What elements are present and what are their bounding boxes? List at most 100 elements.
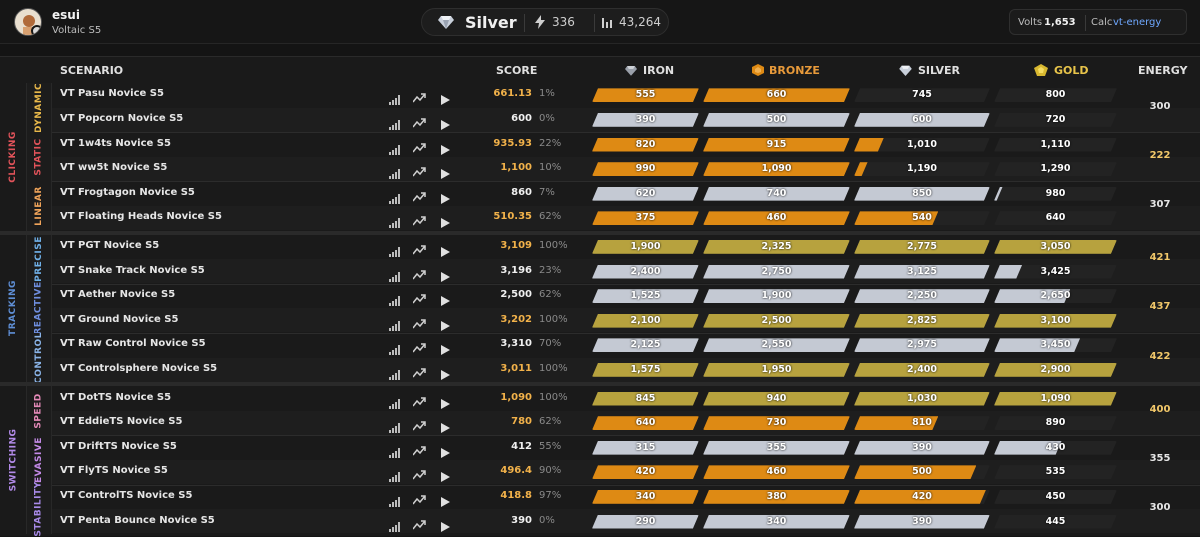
- play-icon[interactable]: [441, 140, 450, 159]
- threshold-value: 555: [635, 89, 656, 101]
- leaderboard-icon[interactable]: [389, 492, 400, 511]
- play-icon[interactable]: [441, 492, 450, 511]
- play-icon[interactable]: [441, 213, 450, 232]
- trend-icon[interactable]: [412, 315, 426, 334]
- leaderboard-icon[interactable]: [389, 517, 400, 536]
- trend-icon[interactable]: [412, 114, 426, 133]
- calc-select[interactable]: vt-energy: [1113, 17, 1162, 28]
- scenario-name[interactable]: VT Ground Novice S5: [60, 313, 179, 325]
- scenario-name[interactable]: VT Floating Heads Novice S5: [60, 211, 222, 223]
- row-separator: [26, 283, 1200, 285]
- leaderboard-icon[interactable]: [389, 418, 400, 437]
- rank-title: Silver: [465, 13, 517, 32]
- trend-icon[interactable]: [412, 491, 426, 510]
- leaderboard-icon[interactable]: [389, 316, 400, 335]
- progress-iron: 290: [592, 515, 699, 529]
- scenario-name[interactable]: VT Raw Control Novice S5: [60, 338, 206, 350]
- play-icon[interactable]: [441, 291, 450, 310]
- scenario-name[interactable]: VT FlyTS Novice S5: [60, 465, 168, 477]
- scenario-name[interactable]: VT Aether Novice S5: [60, 289, 176, 301]
- progress-iron: 820: [592, 138, 699, 152]
- progress-gold: 640: [994, 211, 1117, 225]
- leaderboard-icon[interactable]: [389, 291, 400, 310]
- score-percent: 23%: [539, 264, 562, 276]
- avatar[interactable]: [14, 8, 42, 36]
- leaderboard-icon[interactable]: [389, 189, 400, 208]
- score-value: 2,500: [500, 289, 532, 301]
- play-icon[interactable]: [441, 115, 450, 134]
- trend-icon[interactable]: [412, 393, 426, 412]
- play-icon[interactable]: [441, 365, 450, 384]
- scenario-name[interactable]: VT ControlTS Novice S5: [60, 489, 193, 501]
- play-icon[interactable]: [441, 267, 450, 286]
- play-icon[interactable]: [441, 316, 450, 335]
- scenario-name[interactable]: VT Snake Track Novice S5: [60, 264, 205, 276]
- scenario-name[interactable]: VT DriftTS Novice S5: [60, 440, 177, 452]
- leaderboard-icon[interactable]: [389, 394, 400, 413]
- scenario-name[interactable]: VT Frogtagon Novice S5: [60, 186, 195, 198]
- scenario-name[interactable]: VT Penta Bounce Novice S5: [60, 514, 215, 526]
- col-score-header[interactable]: SCORE: [496, 64, 538, 77]
- leaderboard-icon[interactable]: [389, 340, 400, 359]
- trend-icon[interactable]: [412, 163, 426, 182]
- trend-icon[interactable]: [412, 417, 426, 436]
- scenario-name[interactable]: VT ww5t Novice S5: [60, 162, 168, 174]
- trend-icon[interactable]: [412, 266, 426, 285]
- play-icon[interactable]: [441, 340, 450, 359]
- play-icon[interactable]: [441, 394, 450, 413]
- trend-icon[interactable]: [412, 139, 426, 158]
- progress-iron: 990: [592, 162, 699, 176]
- trend-icon[interactable]: [412, 364, 426, 383]
- scenario-name[interactable]: VT EddieTS Novice S5: [60, 416, 183, 428]
- scenario-name[interactable]: VT Pasu Novice S5: [60, 88, 164, 100]
- trend-icon[interactable]: [412, 466, 426, 485]
- threshold-value: 340: [635, 490, 656, 502]
- play-icon[interactable]: [441, 443, 450, 462]
- scenario-name[interactable]: VT DotTS Novice S5: [60, 391, 172, 403]
- leaderboard-icon[interactable]: [389, 242, 400, 261]
- progress-fill: [854, 187, 990, 201]
- play-icon[interactable]: [441, 242, 450, 261]
- scenario-name[interactable]: VT PGT Novice S5: [60, 239, 160, 251]
- trend-icon[interactable]: [412, 241, 426, 260]
- progress-gold: 720: [994, 113, 1117, 127]
- row-separator: [26, 484, 1200, 486]
- leaderboard-icon[interactable]: [389, 443, 400, 462]
- trend-icon[interactable]: [412, 89, 426, 108]
- threshold-value: 640: [635, 417, 656, 429]
- leaderboard-icon[interactable]: [389, 164, 400, 183]
- subcategory-label: STABILITY: [26, 482, 52, 537]
- col-silver-header: SILVER: [918, 64, 961, 77]
- play-icon[interactable]: [441, 90, 450, 109]
- leaderboard-icon[interactable]: [389, 90, 400, 109]
- play-icon[interactable]: [441, 189, 450, 208]
- trend-icon[interactable]: [412, 516, 426, 535]
- scenario-name[interactable]: VT 1w4ts Novice S5: [60, 137, 171, 149]
- trend-icon[interactable]: [412, 339, 426, 358]
- leaderboard-icon[interactable]: [389, 267, 400, 286]
- progress-bronze: 2,325: [703, 240, 850, 254]
- leaderboard-icon[interactable]: [389, 467, 400, 486]
- trend-icon[interactable]: [412, 442, 426, 461]
- progress-bronze: 355: [703, 441, 850, 455]
- progress-track: [994, 465, 1117, 479]
- play-icon[interactable]: [441, 517, 450, 536]
- play-icon[interactable]: [441, 467, 450, 486]
- leaderboard-icon[interactable]: [389, 365, 400, 384]
- scenario-name[interactable]: VT Controlsphere Novice S5: [60, 362, 218, 374]
- score-percent: 100%: [539, 239, 568, 251]
- trend-icon[interactable]: [412, 290, 426, 309]
- trend-icon[interactable]: [412, 188, 426, 207]
- col-scenario-header[interactable]: SCENARIO: [60, 64, 124, 77]
- play-icon[interactable]: [441, 418, 450, 437]
- leaderboard-icon[interactable]: [389, 115, 400, 134]
- leaderboard-icon[interactable]: [389, 140, 400, 159]
- play-icon[interactable]: [441, 164, 450, 183]
- progress-fill: [994, 392, 1117, 406]
- trend-icon[interactable]: [412, 212, 426, 231]
- scenario-name[interactable]: VT Popcorn Novice S5: [60, 112, 184, 124]
- leaderboard-icon[interactable]: [389, 213, 400, 232]
- progress-silver: 810: [854, 416, 990, 430]
- progress-silver: 3,125: [854, 265, 990, 279]
- progress-fill: [703, 392, 850, 406]
